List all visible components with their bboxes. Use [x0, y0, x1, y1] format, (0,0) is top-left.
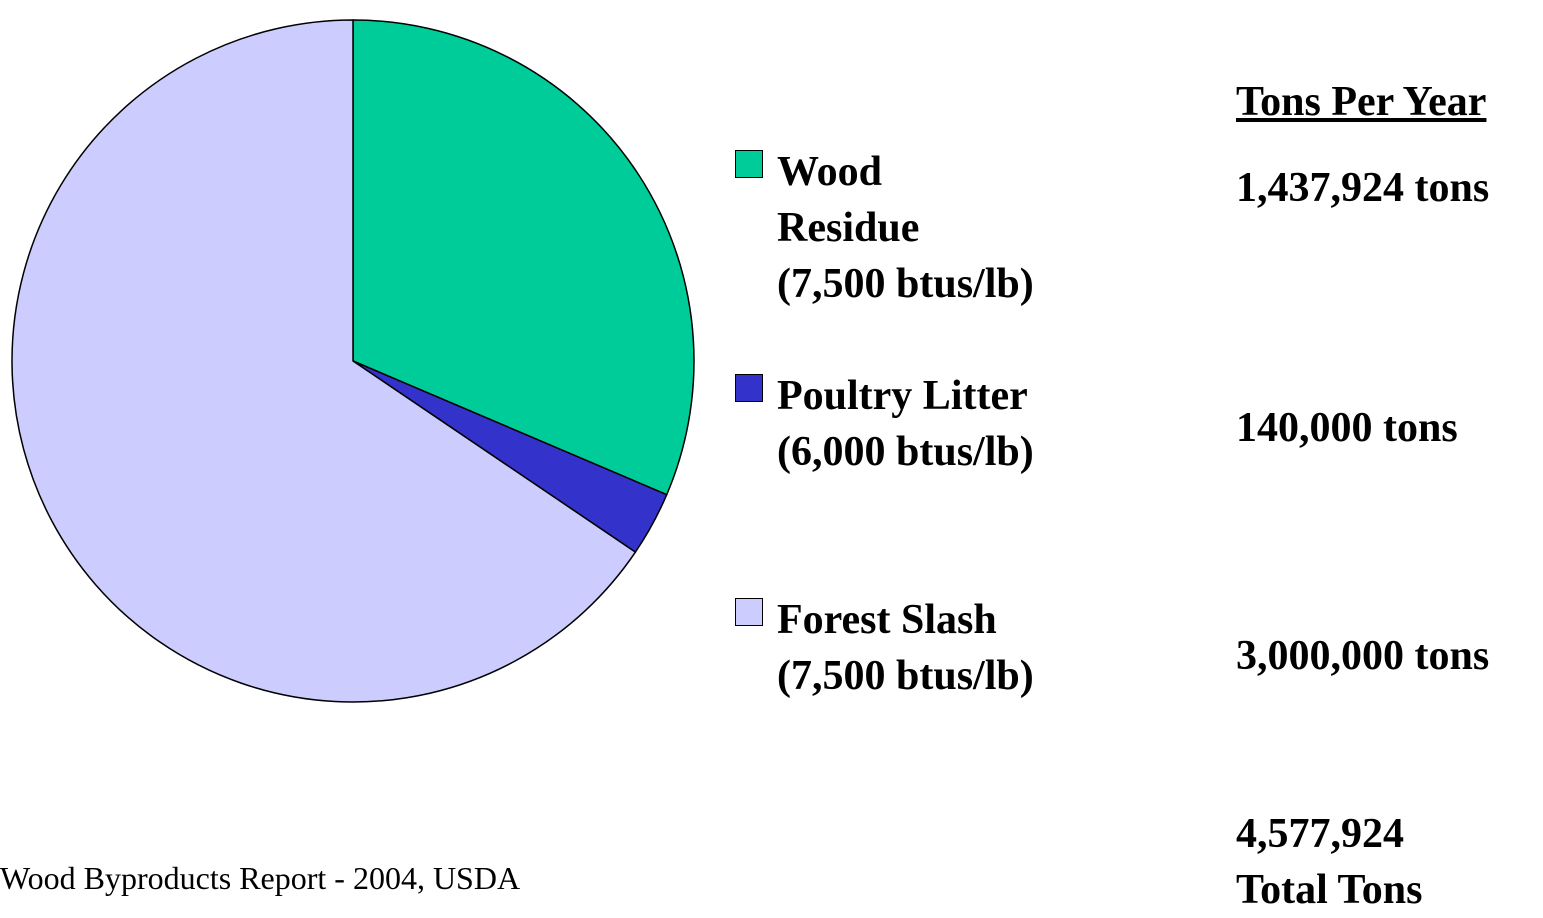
total-tons-label: Total Tons: [1236, 867, 1423, 913]
legend-label-forest-slash: Forest Slash (7,500 btus/lb): [777, 592, 1137, 704]
legend-line: (6,000 btus/lb): [777, 429, 1034, 475]
legend-label-wood-residue: Wood Residue (7,500 btus/lb): [777, 144, 1137, 312]
tons-wood-residue: 1,437,924 tons: [1236, 165, 1490, 211]
legend-swatch-wood-residue: [735, 150, 763, 178]
pie-chart: [11, 19, 695, 703]
tons-per-year-header: Tons Per Year: [1236, 79, 1487, 125]
tons-forest-slash: 3,000,000 tons: [1236, 633, 1490, 679]
legend-label-poultry-litter: Poultry Litter (6,000 btus/lb): [777, 368, 1137, 480]
tons-poultry-litter: 140,000 tons: [1236, 405, 1458, 451]
legend-line: Residue: [777, 205, 920, 251]
pie-slice-wood-residue: [352, 19, 695, 496]
source-note: Wood Byproducts Report - 2004, USDA: [0, 860, 521, 896]
legend-line: Poultry Litter: [777, 373, 1028, 419]
pie-slice-forest-slash: [11, 19, 637, 703]
total-tons: 4,577,924 Total Tons: [1236, 806, 1422, 918]
legend-swatch-poultry-litter: [735, 374, 763, 402]
legend-swatch-forest-slash: [735, 598, 763, 626]
legend-line: Wood: [777, 149, 883, 195]
legend-line: (7,500 btus/lb): [777, 653, 1034, 699]
legend-line: (7,500 btus/lb): [777, 261, 1034, 307]
total-tons-value: 4,577,924: [1236, 811, 1404, 857]
legend-line: Forest Slash: [777, 597, 997, 643]
